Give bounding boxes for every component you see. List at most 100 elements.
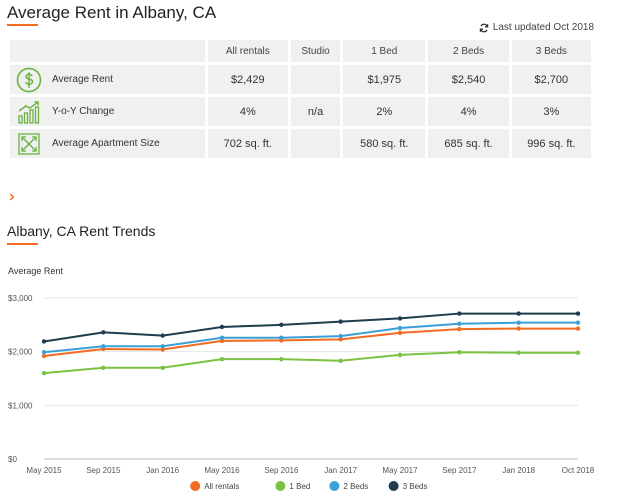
cell-2-beds: $2,540 bbox=[428, 65, 509, 94]
table-row-yoy-change: Y-o-Y Change 4% n/a 2% 4% 3% bbox=[10, 97, 591, 126]
cell-1-bed: $1,975 bbox=[343, 65, 426, 94]
cell-2-beds: 4% bbox=[428, 97, 509, 126]
data-point-1-bed bbox=[101, 365, 106, 370]
chevron-right-icon[interactable] bbox=[7, 192, 17, 202]
data-point-1-bed bbox=[160, 365, 165, 370]
series-line-3-beds bbox=[43, 312, 578, 343]
metric-cell: Y-o-Y Change bbox=[10, 97, 205, 126]
data-point-3-beds bbox=[457, 311, 462, 316]
column-header-3-beds: 3 Beds bbox=[511, 40, 591, 62]
legend-swatch-1-bed bbox=[275, 481, 286, 491]
cell-3-beds: 996 sq. ft. bbox=[511, 129, 591, 158]
x-tick-label: Jan 2017 bbox=[324, 466, 357, 475]
data-point-all-rentals bbox=[516, 326, 521, 331]
data-point-2-beds bbox=[516, 320, 521, 325]
legend-swatch-3-beds bbox=[388, 481, 399, 491]
trends-underline bbox=[7, 243, 38, 245]
data-point-2-beds bbox=[457, 321, 462, 326]
legend-label-2-beds: 2 Beds bbox=[343, 482, 368, 491]
cell-1-bed: 2% bbox=[343, 97, 426, 126]
y-axis-label: Average Rent bbox=[8, 266, 63, 276]
y-tick-label: $3,000 bbox=[8, 294, 33, 303]
data-point-1-bed bbox=[575, 350, 581, 355]
y-tick-label: $1,000 bbox=[8, 401, 33, 410]
cell-all-rentals: $2,429 bbox=[207, 65, 288, 94]
cell-2-beds: 685 sq. ft. bbox=[428, 129, 509, 158]
x-tick-label: Sep 2017 bbox=[442, 466, 477, 475]
data-point-all-rentals bbox=[338, 337, 343, 342]
data-point-3-beds bbox=[338, 319, 343, 324]
column-header-2-beds: 2 Beds bbox=[428, 40, 509, 62]
data-point-all-rentals bbox=[575, 326, 581, 331]
x-tick-label: Jan 2018 bbox=[502, 466, 535, 475]
metric-label: Average Apartment Size bbox=[52, 138, 160, 149]
rent-trends-chart: Average Rent $0 $1,000 $2,000 $3,000 May 2015… bbox=[8, 266, 595, 491]
data-point-1-bed bbox=[279, 356, 284, 362]
data-point-1-bed bbox=[457, 350, 462, 355]
expand-arrows-icon bbox=[18, 132, 40, 155]
dollar-circle-icon bbox=[16, 67, 42, 92]
cell-studio bbox=[290, 129, 341, 158]
data-point-3-beds bbox=[516, 311, 521, 316]
table-header-row: All rentals Studio 1 Bed 2 Beds 3 Beds bbox=[10, 40, 591, 62]
column-header-studio: Studio bbox=[290, 40, 341, 62]
data-point-2-beds bbox=[279, 335, 284, 340]
data-point-3-beds bbox=[160, 333, 165, 338]
x-tick-label: Oct 2018 bbox=[562, 466, 595, 475]
data-point-3-beds bbox=[101, 330, 106, 335]
column-header-metric bbox=[10, 40, 205, 62]
last-updated-text: Last updated Oct 2018 bbox=[492, 22, 594, 33]
column-header-1-bed: 1 Bed bbox=[343, 40, 426, 62]
trends-title: Albany, CA Rent Trends bbox=[7, 223, 156, 239]
series-line-1-bed bbox=[43, 351, 578, 375]
x-tick-label: May 2015 bbox=[26, 466, 62, 475]
x-tick-label: May 2016 bbox=[204, 466, 240, 475]
data-point-3-beds bbox=[575, 311, 581, 316]
rent-table: All rentals Studio 1 Bed 2 Beds 3 Beds A… bbox=[7, 37, 594, 161]
data-point-2-beds bbox=[219, 335, 225, 340]
series-line-2-beds bbox=[43, 321, 578, 354]
title-underline bbox=[7, 24, 38, 26]
data-point-1-bed bbox=[219, 356, 225, 362]
data-point-3-beds bbox=[41, 339, 47, 344]
data-point-all-rentals bbox=[41, 353, 47, 359]
data-point-3-beds bbox=[279, 322, 284, 328]
x-tick-label: Sep 2015 bbox=[86, 466, 121, 475]
data-point-1-bed bbox=[338, 358, 343, 363]
last-updated: Last updated Oct 2018 bbox=[479, 22, 594, 33]
data-point-2-beds bbox=[575, 320, 581, 325]
legend-label-all-rentals: All rentals bbox=[204, 482, 239, 491]
cell-all-rentals: 702 sq. ft. bbox=[207, 129, 288, 158]
x-tick-label: Jan 2016 bbox=[146, 466, 179, 475]
legend-label-1-bed: 1 Bed bbox=[289, 482, 310, 491]
metric-cell: Average Apartment Size bbox=[10, 129, 205, 158]
series-line-all-rentals bbox=[43, 327, 578, 357]
metric-label: Y-o-Y Change bbox=[52, 106, 115, 117]
cell-studio bbox=[290, 65, 341, 94]
data-point-3-beds bbox=[219, 324, 225, 330]
data-point-2-beds bbox=[101, 344, 106, 349]
cell-1-bed: 580 sq. ft. bbox=[343, 129, 426, 158]
legend-swatch-2-beds bbox=[329, 481, 340, 491]
data-point-3-beds bbox=[397, 316, 403, 321]
metric-label: Average Rent bbox=[52, 74, 113, 85]
data-point-2-beds bbox=[41, 350, 47, 355]
metric-cell: Average Rent bbox=[10, 65, 205, 94]
data-point-all-rentals bbox=[397, 330, 403, 336]
cell-3-beds: $2,700 bbox=[511, 65, 591, 94]
data-point-all-rentals bbox=[219, 338, 225, 344]
data-point-all-rentals bbox=[160, 347, 165, 352]
cell-studio: n/a bbox=[290, 97, 341, 126]
y-tick-label: $2,000 bbox=[8, 348, 33, 357]
legend-swatch-all-rentals bbox=[190, 481, 201, 491]
data-point-1-bed bbox=[41, 370, 47, 376]
refresh-icon bbox=[479, 23, 489, 32]
data-point-2-beds bbox=[338, 333, 343, 339]
y-tick-label: $0 bbox=[8, 455, 17, 464]
legend-label-3-beds: 3 Beds bbox=[403, 482, 428, 491]
table-row-average-rent: Average Rent $2,429 $1,975 $2,540 $2,700 bbox=[10, 65, 591, 94]
x-tick-label: Sep 2016 bbox=[264, 466, 299, 475]
data-point-1-bed bbox=[397, 352, 403, 358]
data-point-1-bed bbox=[516, 350, 521, 355]
bar-chart-trend-icon bbox=[18, 100, 40, 124]
